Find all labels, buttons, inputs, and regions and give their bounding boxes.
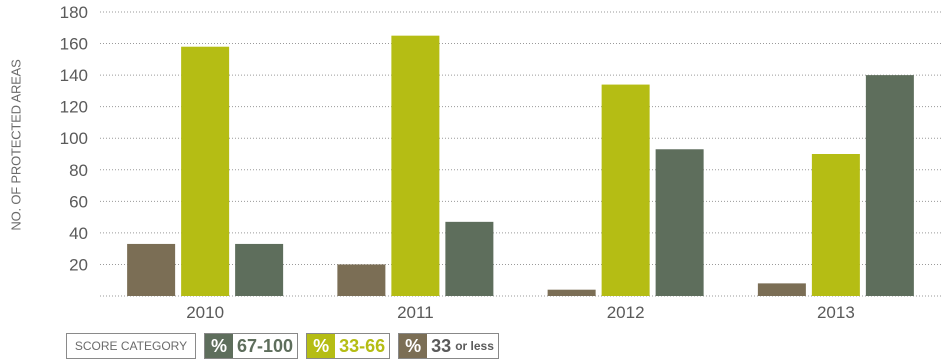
y-tick-label: 180 [60,3,88,22]
legend-item-33-or-less: % 33 or less [398,333,499,359]
y-axis-label-box: NO. OF PROTECTED AREAS [4,40,28,250]
bar [757,283,806,296]
y-axis-label: NO. OF PROTECTED AREAS [8,59,24,231]
y-tick-label: 20 [69,255,88,274]
bar [865,75,914,296]
y-tick-label: 80 [69,161,88,180]
bar-chart: 20 40 60 80 100 120 140 160 180 2010 2011 2012 2013 [60,3,941,322]
legend-title: SCORE CATEGORY [66,333,196,359]
bar [235,243,284,296]
legend-range-label: 67-100 [233,334,298,358]
y-tick-label: 160 [60,35,88,54]
x-tick-label: 2010 [186,303,224,322]
legend-item-33-66: % 33-66 [306,333,391,359]
x-tick-label: 2012 [607,303,645,322]
y-tick-label: 100 [60,129,88,148]
bar [127,243,176,296]
bar [655,149,704,296]
x-tick-label: 2013 [817,303,855,322]
bar [547,289,596,296]
x-tick-label: 2011 [397,303,434,322]
legend-range-label: 33 or less [427,334,498,358]
y-tick-label: 60 [69,192,88,211]
bar [337,264,386,296]
bar [391,35,440,297]
bar [601,84,650,296]
bar [811,154,860,296]
y-tick-label: 120 [60,98,88,117]
y-tick-label: 140 [60,66,88,85]
legend-percent-symbol: % [399,334,428,358]
legend-percent-symbol: % [205,334,234,358]
legend-range-label: 33-66 [335,334,390,358]
bar [181,46,230,296]
legend: SCORE CATEGORY % 67-100 % 33-66 % 33 or l… [66,333,499,361]
y-tick-label: 40 [69,224,88,243]
bar [445,221,494,296]
legend-item-67-100: % 67-100 [204,333,299,359]
legend-percent-symbol: % [307,334,336,358]
